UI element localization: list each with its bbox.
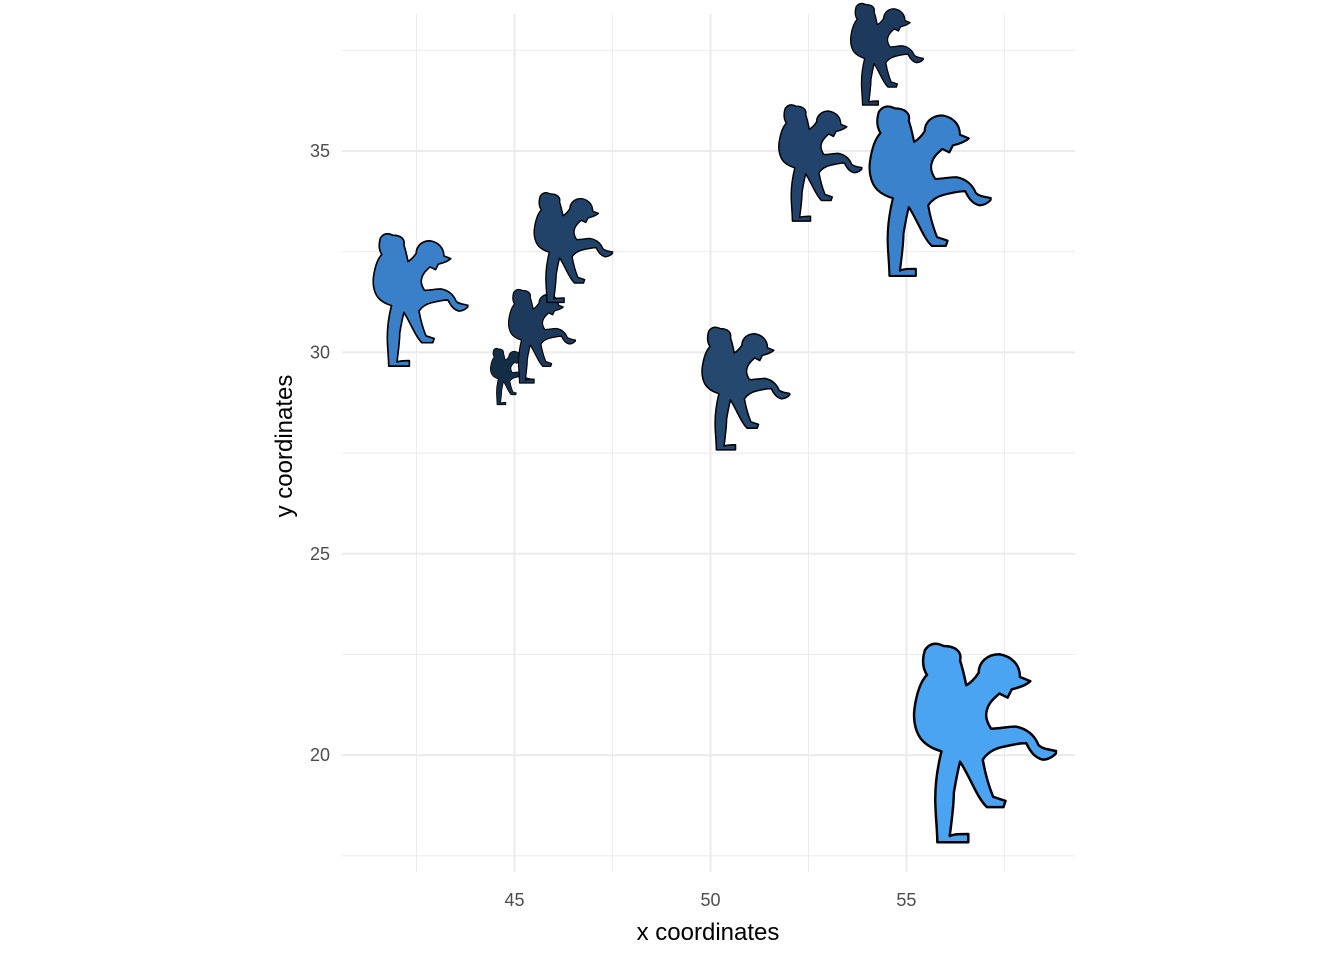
- baseball-pitcher-icon: [507, 288, 577, 384]
- y-axis-title: y coordinates: [271, 375, 298, 518]
- y-axis-tick-labels: 20 25 30 35: [310, 141, 330, 765]
- baseball-pitcher-icon: [912, 642, 1058, 844]
- baseball-pitcher-icon: [849, 2, 924, 106]
- x-tick-label: 55: [896, 890, 916, 910]
- y-tick-label: 30: [310, 342, 330, 362]
- x-tick-label: 50: [700, 890, 720, 910]
- x-axis-tick-labels: 45 50 55: [504, 890, 916, 910]
- baseball-pitcher-icon: [372, 232, 469, 367]
- y-tick-label: 20: [310, 745, 330, 765]
- baseball-pitcher-icon: [868, 105, 992, 277]
- y-tick-label: 35: [310, 141, 330, 161]
- baseball-pitcher-icon: [533, 192, 614, 304]
- baseball-pitcher-icon: [778, 104, 863, 222]
- baseball-pitcher-icon: [701, 326, 791, 451]
- x-tick-label: 45: [504, 890, 524, 910]
- x-axis-title: x coordinates: [637, 919, 780, 946]
- data-points: [372, 2, 1058, 844]
- y-tick-label: 25: [310, 544, 330, 564]
